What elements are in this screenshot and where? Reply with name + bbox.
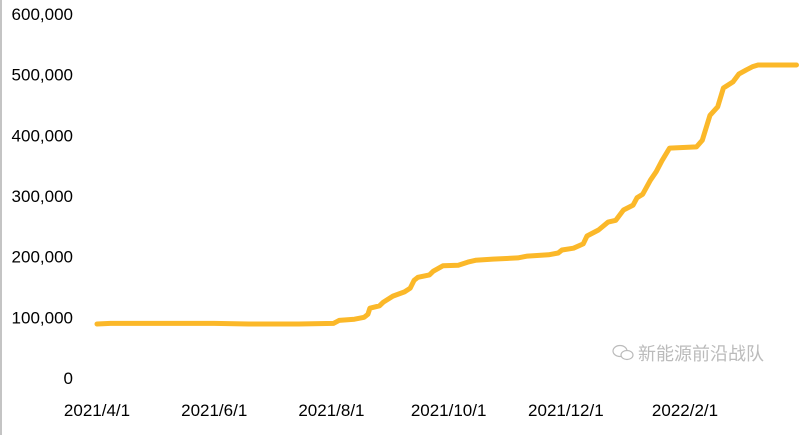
x-tick-label: 2022/2/1 (652, 401, 718, 420)
series-line (94, 62, 799, 327)
x-tick-label: 2021/8/1 (298, 401, 364, 420)
x-tick-label: 2021/12/1 (528, 401, 604, 420)
y-tick-label: 500,000 (12, 66, 73, 85)
x-tick-label: 2021/4/1 (64, 401, 130, 420)
y-tick-label: 200,000 (12, 248, 73, 267)
watermark: 新能源前沿战队 (612, 340, 764, 366)
x-tick-label: 2021/10/1 (411, 401, 487, 420)
watermark-text: 新能源前沿战队 (638, 344, 764, 365)
y-tick-label: 300,000 (12, 187, 73, 206)
y-tick-label: 600,000 (12, 5, 73, 24)
y-tick-label: 400,000 (12, 126, 73, 145)
x-tick-label: 2021/6/1 (181, 401, 247, 420)
y-tick-label: 100,000 (12, 308, 73, 327)
wechat-icon (612, 344, 634, 361)
y-tick-label: 0 (64, 369, 73, 388)
